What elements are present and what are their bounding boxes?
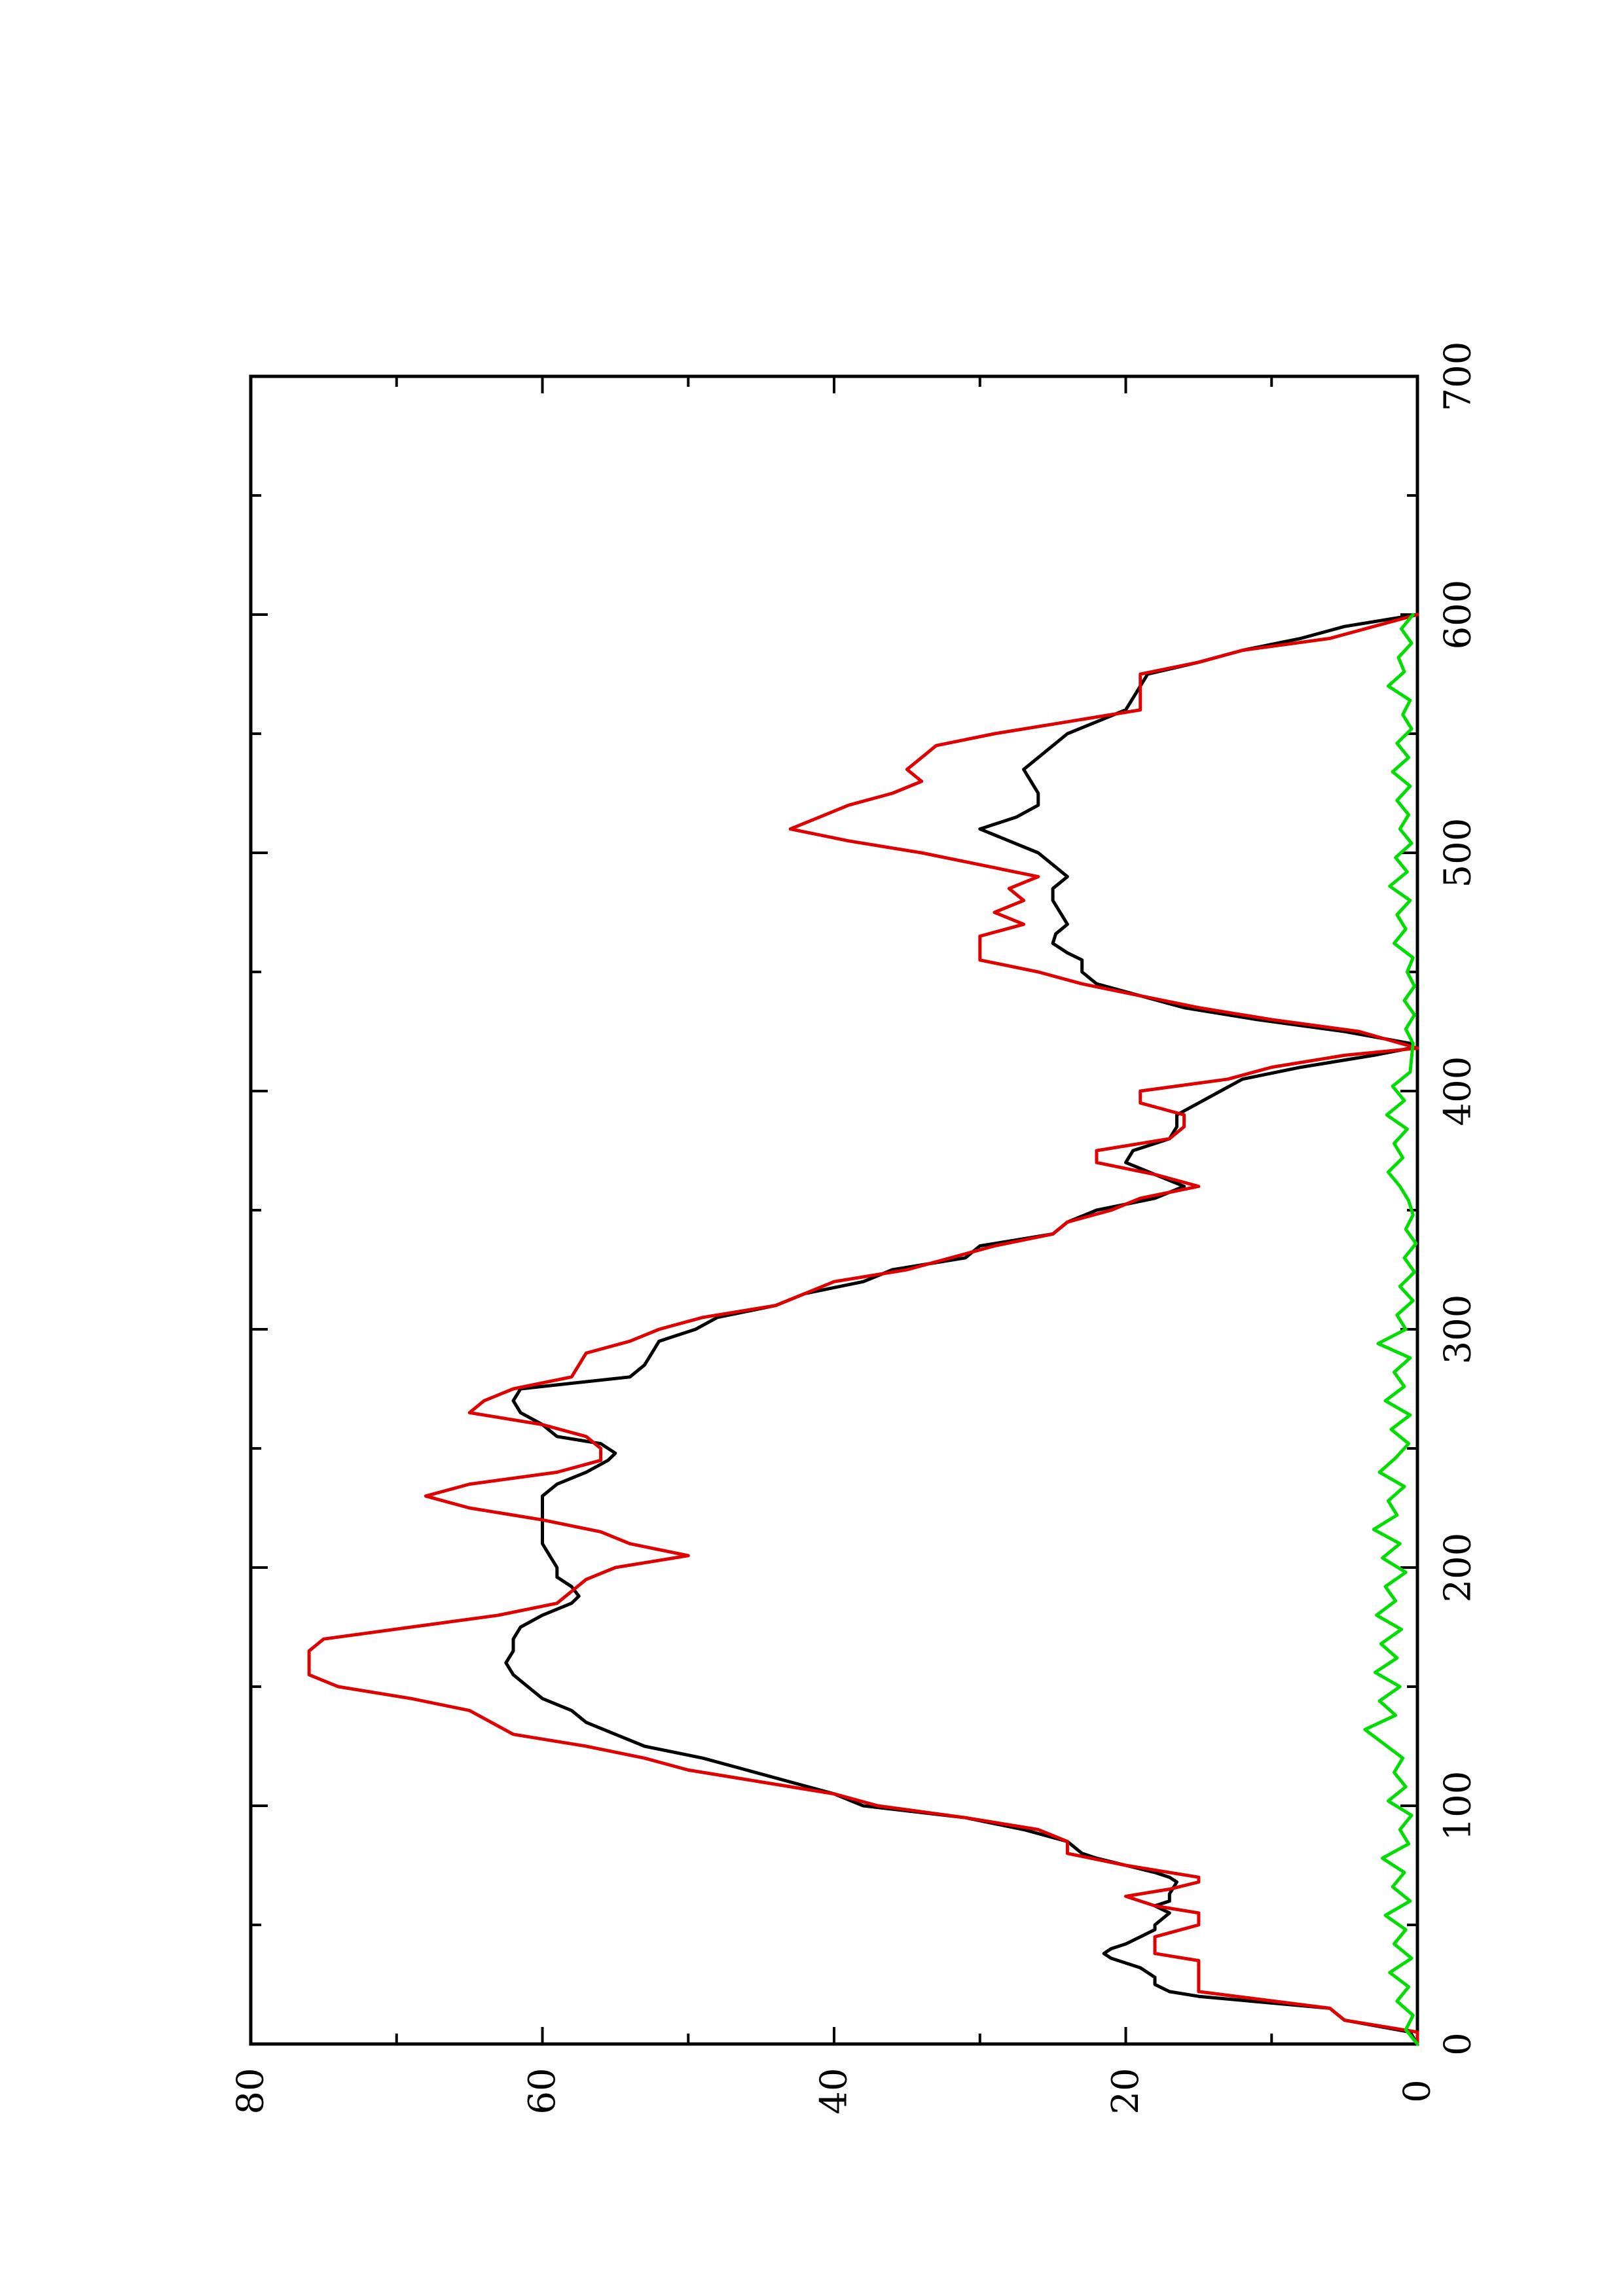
series-line-3 (1363, 613, 1419, 2046)
axis-ticks (249, 375, 1419, 2045)
series-line-2 (307, 613, 1419, 2046)
axis-tick-labels: 0 100 200 300 400 500 600 700 0 20 40 60 80 (230, 342, 1480, 2115)
series-layer (307, 613, 1419, 2046)
x-tick-label: 500 (1437, 818, 1480, 888)
y-tick-label: 40 (813, 2068, 856, 2114)
x-tick-label: 300 (1437, 1295, 1480, 1365)
x-tick-label: 400 (1437, 1056, 1480, 1126)
x-tick-label: 700 (1437, 342, 1480, 412)
y-tick-label: 80 (230, 2068, 272, 2114)
x-tick-label: 100 (1437, 1771, 1480, 1841)
x-tick-label: 0 (1437, 2032, 1480, 2056)
x-tick-label: 200 (1437, 1533, 1480, 1603)
y-tick-label: 20 (1104, 2068, 1147, 2114)
y-tick-label: 0 (1396, 2079, 1439, 2103)
y-tick-label: 60 (521, 2068, 564, 2114)
x-tick-label: 600 (1437, 580, 1480, 650)
series-line-1 (504, 613, 1419, 2046)
